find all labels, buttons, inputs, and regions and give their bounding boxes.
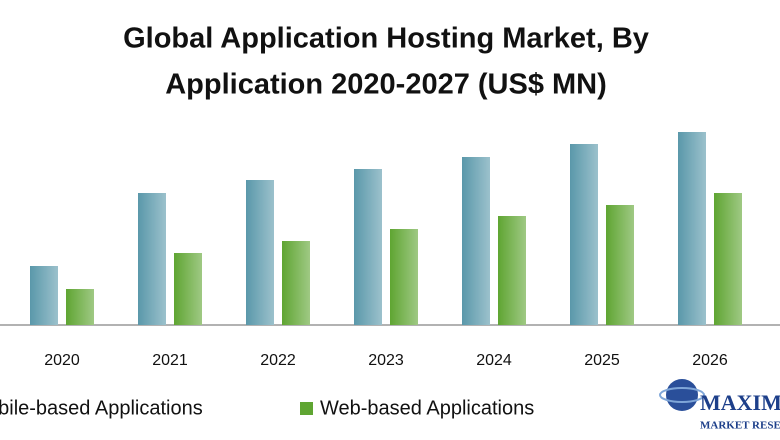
bar-shine [570, 144, 598, 325]
bar-shine [66, 289, 94, 325]
logo-globe [666, 379, 698, 411]
bar-shine [138, 193, 166, 325]
logo: MAXIMIZ MARKET RESEA [659, 379, 780, 432]
x-tick-label: 2024 [476, 352, 512, 369]
chart-title: Application 2020-2027 (US$ MN) [165, 69, 607, 101]
bar-shine [498, 216, 526, 325]
x-tick-label: 2020 [44, 352, 80, 369]
x-tick-label: 2022 [260, 352, 296, 369]
logo-ring [659, 387, 705, 403]
bar-shine [714, 193, 742, 325]
x-tick-label: 2023 [368, 352, 404, 369]
bar-shine [174, 253, 202, 325]
bar-shine [30, 266, 58, 325]
logo-name: MAXIMIZ [700, 390, 780, 415]
x-tick-label: 2026 [692, 352, 728, 369]
bar-shine [246, 180, 274, 325]
bar-shine [462, 157, 490, 325]
bar-shine [678, 132, 706, 325]
bar-shine [282, 241, 310, 325]
chart-title: Global Application Hosting Market, By [123, 23, 649, 55]
bar-shine [606, 205, 634, 325]
x-tick-label: 2021 [152, 352, 188, 369]
bar-shine [354, 169, 382, 325]
bar-shine [390, 229, 418, 325]
legend-label: Web-based Applications [320, 397, 534, 419]
legend-label: obile-based Applications [0, 397, 203, 419]
x-tick-label: 2025 [584, 352, 620, 369]
legend-swatch [300, 402, 313, 415]
logo-tagline: MARKET RESEA [700, 420, 780, 432]
